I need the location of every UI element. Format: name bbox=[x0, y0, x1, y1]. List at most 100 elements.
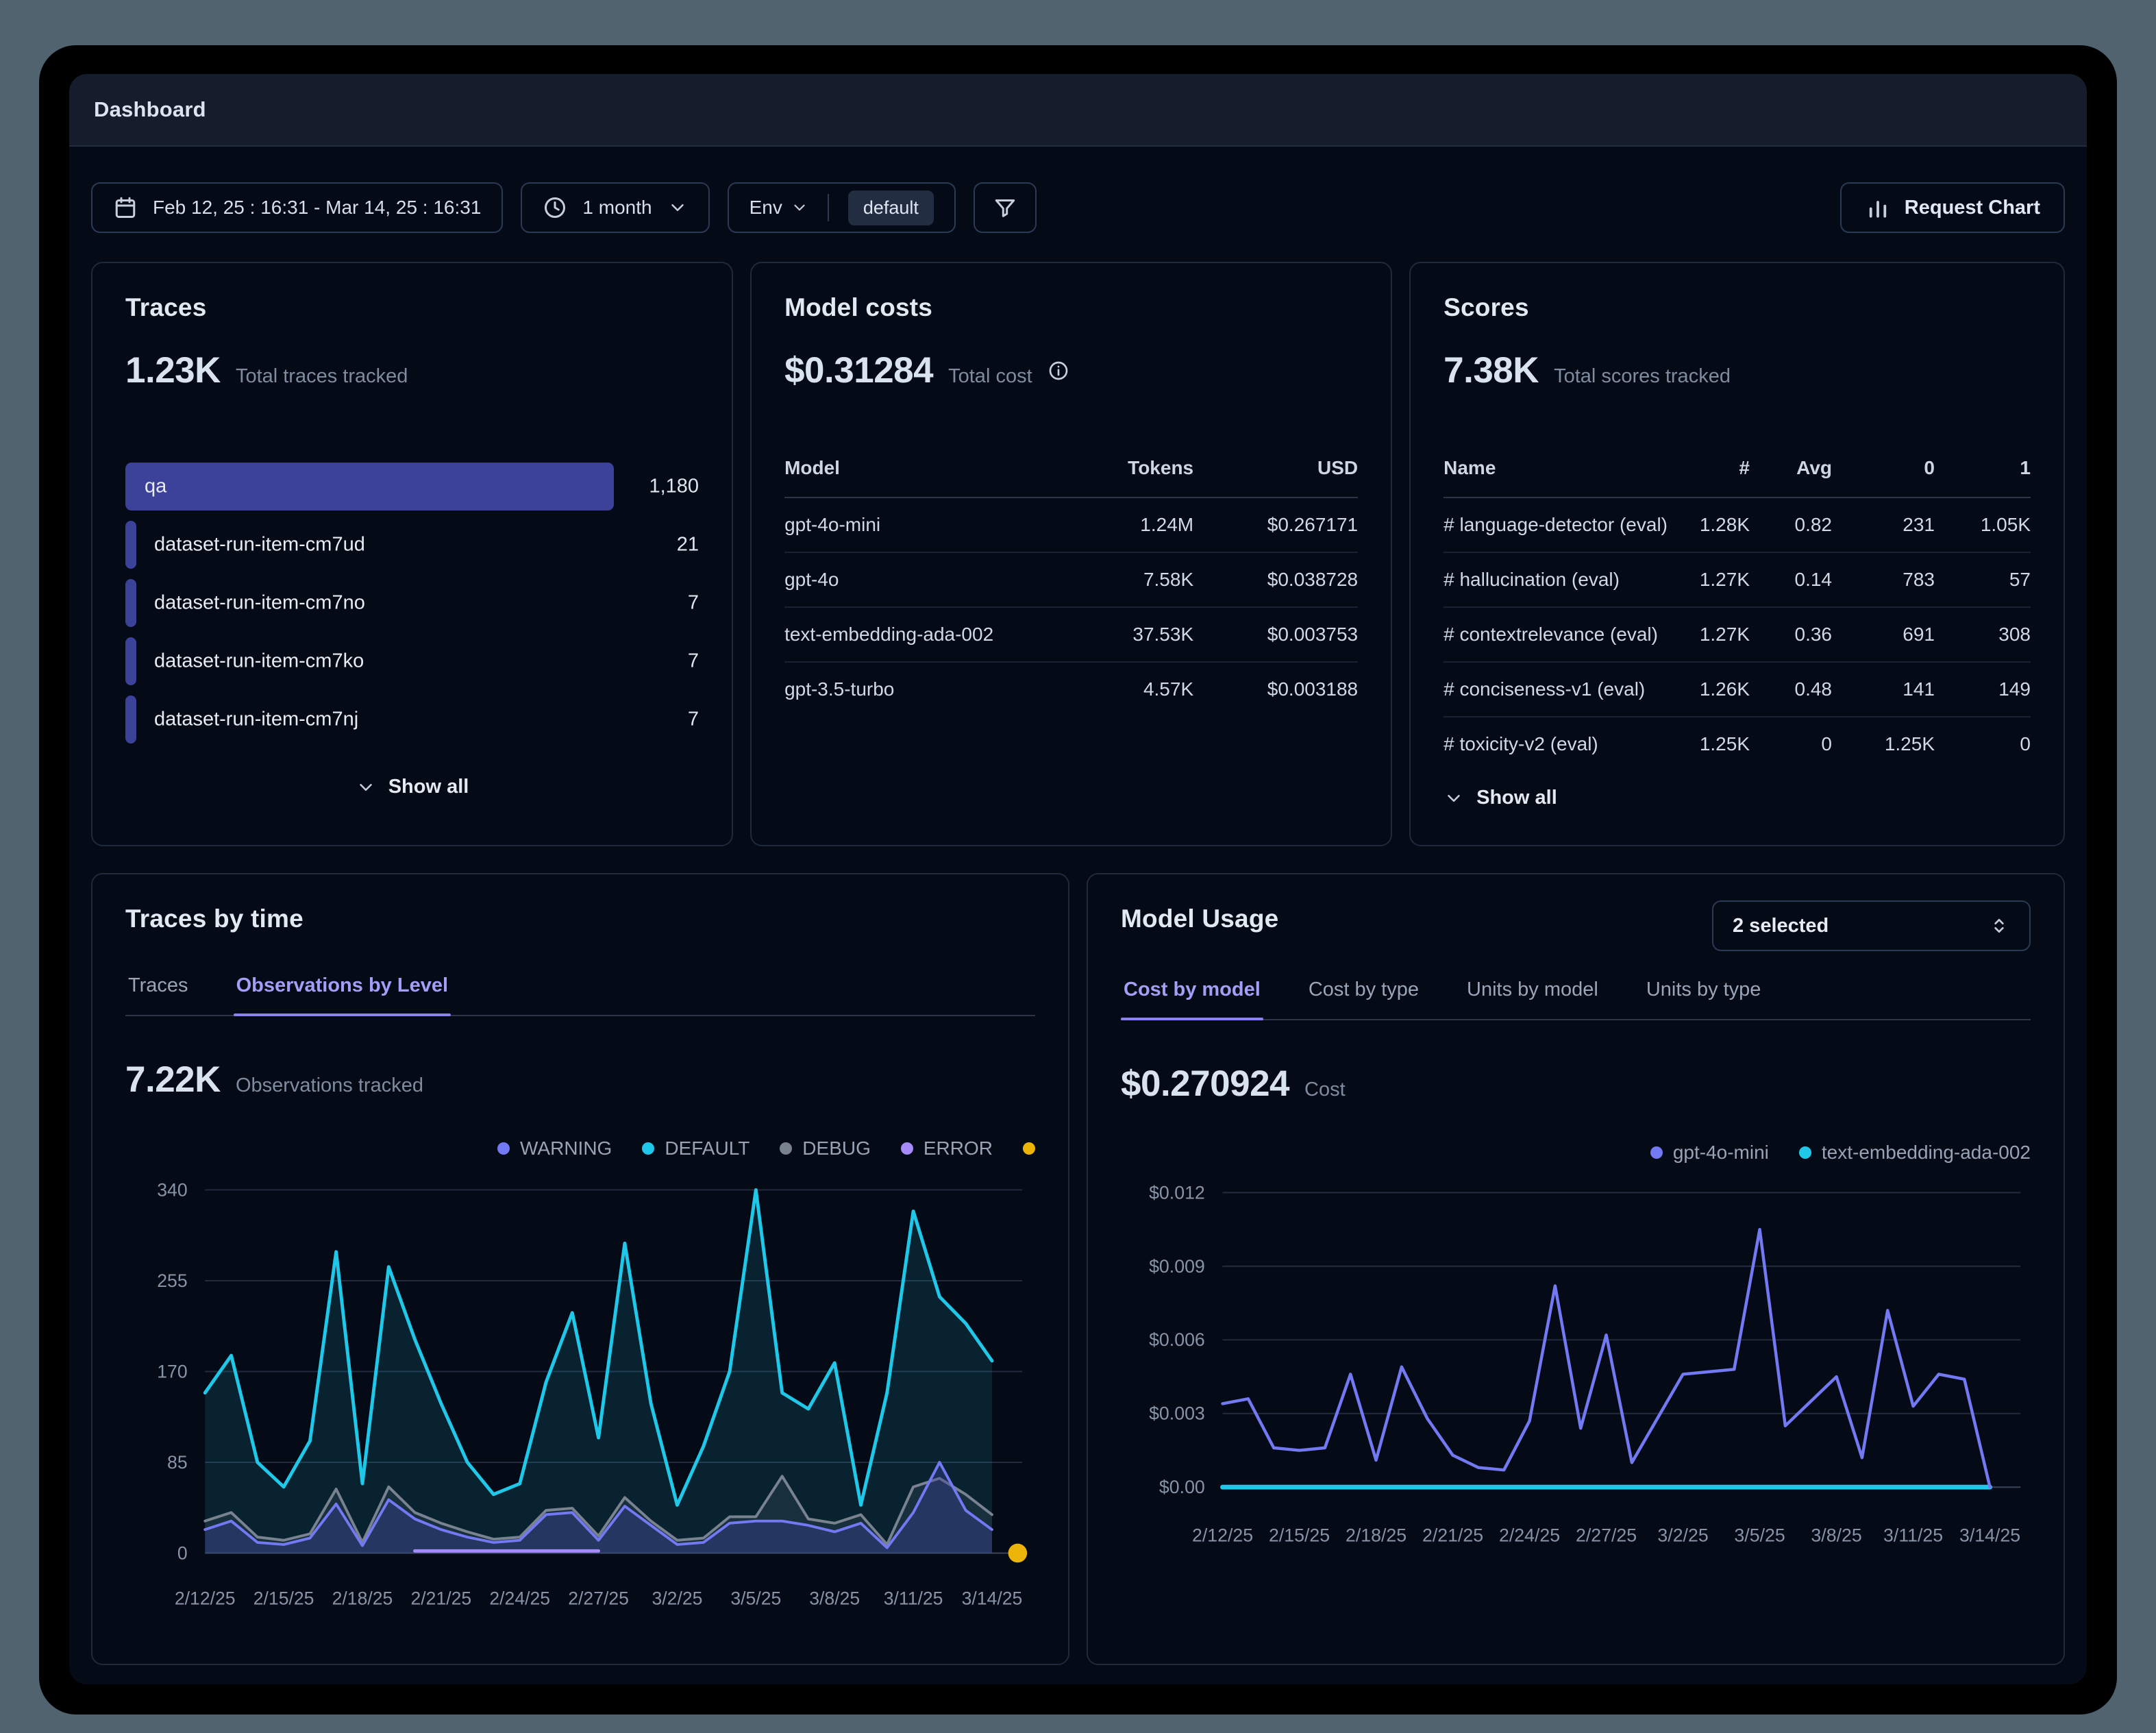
warning-legend-item[interactable]: WARNING bbox=[497, 1138, 612, 1159]
tab-observations-by-level[interactable]: Observations by Level bbox=[233, 974, 451, 1016]
cell-tokens: 1.24M bbox=[1140, 514, 1194, 535]
cell-one: 1.05K bbox=[1980, 514, 2031, 535]
gpt-4o-mini-legend-item[interactable]: gpt-4o-mini bbox=[1650, 1142, 1769, 1164]
tab-units-by-model[interactable]: Units by model bbox=[1467, 979, 1598, 1000]
trace-name: dataset-run-item-cm7nj bbox=[154, 708, 359, 730]
model-costs-title: Model costs bbox=[784, 293, 933, 321]
env-value-badge[interactable]: default bbox=[847, 190, 934, 225]
request-chart-button[interactable]: Request Chart bbox=[1839, 182, 2065, 233]
text-embedding-ada-002-legend-item[interactable]: text-embedding-ada-002 bbox=[1798, 1142, 2031, 1164]
cell-name: # hallucination (eval) bbox=[1443, 569, 1620, 590]
default-legend-item[interactable]: DEFAULT bbox=[642, 1138, 749, 1159]
scores-total: 7.38K bbox=[1443, 350, 1539, 391]
tab-units-by-type[interactable]: Units by type bbox=[1646, 979, 1761, 1000]
svg-text:3/2/25: 3/2/25 bbox=[652, 1588, 703, 1608]
svg-text:3/11/25: 3/11/25 bbox=[1883, 1525, 1943, 1545]
observations-total-label: Observations tracked bbox=[235, 1074, 423, 1096]
app-window: Dashboard Feb 12, 25 : 16:31 - Mar 14, 2… bbox=[39, 45, 2117, 1714]
tab-cost-by-model[interactable]: Cost by model bbox=[1121, 979, 1263, 1020]
cell-usd: $0.267171 bbox=[1267, 514, 1359, 535]
trace-row: qa 1,180 bbox=[125, 463, 699, 511]
trace-row: dataset-run-item-cm7ko 7 bbox=[125, 637, 699, 685]
svg-text:2/24/25: 2/24/25 bbox=[489, 1588, 550, 1608]
request-chart-label: Request Chart bbox=[1904, 196, 2040, 219]
model-select-value: 2 selected bbox=[1733, 914, 1829, 937]
traces-card-title: Traces bbox=[125, 293, 207, 321]
svg-text:$0.009: $0.009 bbox=[1149, 1256, 1205, 1277]
funnel-icon bbox=[995, 199, 1015, 217]
model-usage-card: Model Usage 2 selected Cost by model Cos… bbox=[1087, 873, 2065, 1665]
calendar-icon bbox=[115, 197, 136, 218]
trace-name: dataset-run-item-cm7ud bbox=[154, 533, 365, 556]
cell-count: 1.25K bbox=[1699, 733, 1750, 754]
cost-by-model-chart: $0.00 $0.003 $0.006 $0.009 $0.012 2/12/25 2/15… bbox=[1149, 1182, 2020, 1545]
traces-by-time-tabs: Traces Observations by Level bbox=[125, 974, 1035, 1016]
observations-by-level-chart: 0 85 170 255 340 2/12/25 2/15/25 2/18/25 2/21/25… bbox=[157, 1179, 1028, 1608]
trace-value: 21 bbox=[676, 533, 699, 556]
svg-text:3/8/25: 3/8/25 bbox=[809, 1588, 860, 1608]
model-costs-table: Model Tokens USD gpt-4o-mini 1.24M $0.26… bbox=[784, 457, 1359, 716]
interval-select[interactable]: 1 month bbox=[521, 182, 710, 233]
model-select[interactable]: 2 selected bbox=[1712, 900, 2031, 951]
cell-avg: 0.14 bbox=[1794, 569, 1833, 590]
cell-usd: $0.003753 bbox=[1267, 624, 1359, 645]
info-icon[interactable] bbox=[1048, 360, 1069, 382]
scores-total-label: Total scores tracked bbox=[1554, 365, 1731, 387]
date-range-picker[interactable]: Feb 12, 25 : 16:31 - Mar 14, 25 : 16:31 bbox=[91, 182, 504, 233]
tab-traces[interactable]: Traces bbox=[128, 974, 188, 996]
table-row: # hallucination (eval) 1.27K 0.14 783 57 bbox=[1443, 553, 2031, 608]
cards-row-2: Traces by time Traces Observations by Le… bbox=[91, 873, 2065, 1665]
cell-avg: 0.82 bbox=[1794, 514, 1833, 535]
svg-text:3/5/25: 3/5/25 bbox=[730, 1588, 781, 1608]
table-row: text-embedding-ada-002 37.53K $0.003753 bbox=[784, 608, 1359, 663]
traces-show-all-button[interactable]: Show all bbox=[92, 776, 732, 798]
main-content: Feb 12, 25 : 16:31 - Mar 14, 25 : 16:31 … bbox=[69, 182, 2087, 1665]
table-row: gpt-4o 7.58K $0.038728 bbox=[784, 553, 1359, 608]
tab-cost-by-type[interactable]: Cost by type bbox=[1308, 979, 1419, 1000]
tab-label: Observations by Level bbox=[236, 974, 449, 996]
cell-one: 149 bbox=[1998, 678, 2031, 700]
env-filter[interactable]: Env default bbox=[727, 182, 956, 233]
trace-bar bbox=[125, 696, 136, 743]
scores-show-all-button[interactable]: Show all bbox=[1443, 787, 1557, 809]
cell-count: 1.26K bbox=[1699, 678, 1750, 700]
cell-tokens: 37.53K bbox=[1132, 624, 1194, 645]
debug-legend-item[interactable]: DEBUG bbox=[780, 1138, 871, 1159]
error-legend-item[interactable]: ERROR bbox=[900, 1138, 993, 1159]
table-header: Model Tokens USD bbox=[784, 457, 1359, 498]
svg-text:3/5/25: 3/5/25 bbox=[1734, 1525, 1785, 1545]
cell-one: 308 bbox=[1998, 624, 2031, 645]
trace-value: 7 bbox=[687, 591, 699, 614]
cell-one: 57 bbox=[2009, 569, 2031, 590]
observations-legend: WARNING DEFAULT DEBUG ERROR bbox=[125, 1138, 1035, 1159]
svg-text:2/27/25: 2/27/25 bbox=[1576, 1525, 1637, 1545]
cell-zero: 691 bbox=[1903, 624, 1935, 645]
traces-list: qa 1,180 dataset-run-item-cm7ud 21 datas… bbox=[125, 463, 699, 743]
svg-text:2/18/25: 2/18/25 bbox=[332, 1588, 393, 1608]
cell-model: gpt-3.5-turbo bbox=[784, 678, 895, 700]
env-label: Env bbox=[749, 197, 782, 218]
cards-row-1: Traces 1.23K Total traces tracked qa 1,1… bbox=[91, 262, 2065, 846]
cell-zero: 783 bbox=[1903, 569, 1935, 590]
cell-usd: $0.003188 bbox=[1267, 678, 1359, 700]
filter-button[interactable] bbox=[973, 182, 1037, 233]
traces-total-label: Total traces tracked bbox=[235, 365, 408, 387]
svg-text:0: 0 bbox=[177, 1543, 188, 1563]
scores-card: Scores 7.38K Total scores tracked Name #… bbox=[1409, 262, 2065, 846]
svg-text:$0.012: $0.012 bbox=[1149, 1182, 1205, 1203]
svg-text:255: 255 bbox=[157, 1270, 187, 1291]
trace-name: dataset-run-item-cm7no bbox=[154, 591, 365, 614]
svg-text:340: 340 bbox=[157, 1179, 187, 1200]
bar-chart-icon bbox=[1869, 201, 1886, 218]
table-header: Name # Avg 0 1 bbox=[1443, 457, 2031, 498]
svg-text:2/12/25: 2/12/25 bbox=[1192, 1525, 1253, 1545]
cell-model: gpt-4o-mini bbox=[784, 514, 881, 535]
cell-model: gpt-4o bbox=[784, 569, 839, 590]
extra-legend-item[interactable] bbox=[1023, 1142, 1035, 1155]
svg-text:3/11/25: 3/11/25 bbox=[884, 1588, 943, 1608]
cell-avg: 0.36 bbox=[1794, 624, 1833, 645]
svg-text:2/15/25: 2/15/25 bbox=[253, 1588, 314, 1608]
col-usd: USD bbox=[1317, 457, 1359, 478]
table-row: # contextrelevance (eval) 1.27K 0.36 691… bbox=[1443, 608, 2031, 663]
chevrons-up-down-icon bbox=[1994, 919, 2004, 933]
